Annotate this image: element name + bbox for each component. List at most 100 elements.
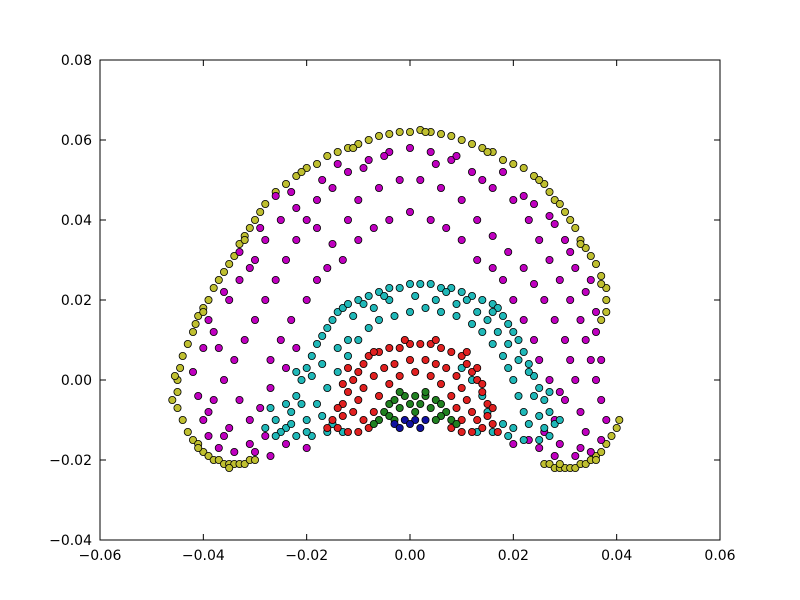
scatter-point [302, 363, 311, 372]
scatter-point [488, 403, 497, 412]
scatter-point [488, 183, 497, 192]
scatter-point [261, 295, 270, 304]
scatter-point [385, 399, 394, 408]
scatter-point [323, 383, 332, 392]
scatter-point [287, 315, 296, 324]
y-tick-label: 0.08 [61, 53, 92, 69]
x-tick-label: −0.06 [79, 548, 122, 564]
scatter-point [256, 207, 265, 216]
scatter-point [607, 431, 616, 440]
scatter-point [204, 431, 213, 440]
scatter-point [535, 435, 544, 444]
scatter-point [602, 307, 611, 316]
scatter-point [457, 383, 466, 392]
scatter-point [555, 275, 564, 284]
scatter-point [473, 363, 482, 372]
scatter-point [566, 355, 575, 364]
scatter-point [271, 431, 280, 440]
scatter-point [188, 367, 197, 376]
scatter-point [571, 451, 580, 460]
scatter-point [452, 371, 461, 380]
scatter-point [225, 463, 234, 472]
scatter-point [597, 271, 606, 280]
scatter-point [302, 215, 311, 224]
scatter-point [390, 395, 399, 404]
scatter-point [297, 375, 306, 384]
scatter-point [194, 391, 203, 400]
scatter-point [550, 451, 559, 460]
y-tick-label: 0.00 [61, 373, 92, 389]
scatter-point [550, 219, 559, 228]
scatter-point [431, 395, 440, 404]
scatter-point [571, 263, 580, 272]
scatter-point [281, 423, 290, 432]
scatter-point [354, 235, 363, 244]
scatter-point [530, 279, 539, 288]
scatter-point [426, 279, 435, 288]
scatter-point [374, 315, 383, 324]
scatter-point [343, 427, 352, 436]
scatter-point [266, 403, 275, 412]
scatter-point [545, 375, 554, 384]
scatter-point [498, 351, 507, 360]
scatter-point [462, 347, 471, 356]
scatter-point [478, 423, 487, 432]
scatter-point [488, 263, 497, 272]
scatter-point [343, 387, 352, 396]
scatter-point [426, 147, 435, 156]
scatter-point [566, 215, 575, 224]
x-tick-label: 0.00 [394, 548, 425, 564]
scatter-point [457, 415, 466, 424]
scatter-point [250, 255, 259, 264]
scatter-point [364, 155, 373, 164]
scatter-point [524, 419, 533, 428]
scatter-point [467, 319, 476, 328]
scatter-point [209, 327, 218, 336]
scatter-point [509, 295, 518, 304]
scatter-point [173, 387, 182, 396]
scatter-point [452, 419, 461, 428]
scatter-point [328, 415, 337, 424]
scatter-point [535, 235, 544, 244]
scatter-point [292, 343, 301, 352]
scatter-point [292, 391, 301, 400]
scatter-point [390, 359, 399, 368]
scatter-point [204, 315, 213, 324]
scatter-point [488, 339, 497, 348]
scatter-point [204, 407, 213, 416]
scatter-point [364, 135, 373, 144]
scatter-point [545, 431, 554, 440]
scatter-point [354, 335, 363, 344]
scatter-point [302, 415, 311, 424]
scatter-point [318, 175, 327, 184]
scatter-point [214, 275, 223, 284]
scatter-point [530, 371, 539, 380]
scatter-point [297, 167, 306, 176]
scatter-point [271, 191, 280, 200]
scatter-point [349, 407, 358, 416]
scatter-point [333, 159, 342, 168]
scatter-point [545, 459, 554, 468]
scatter-point [405, 399, 414, 408]
scatter-point [421, 127, 430, 136]
scatter-point [576, 239, 585, 248]
scatter-point [349, 143, 358, 152]
scatter-point [602, 295, 611, 304]
scatter-point [323, 423, 332, 432]
scatter-point [493, 327, 502, 336]
scatter-point [385, 343, 394, 352]
scatter-point [473, 307, 482, 316]
scatter-point [225, 295, 234, 304]
scatter-point [183, 339, 192, 348]
scatter-point [431, 295, 440, 304]
scatter-point [586, 251, 595, 260]
scatter-point [561, 395, 570, 404]
y-tick-label: −0.02 [49, 453, 92, 469]
scatter-point [519, 435, 528, 444]
scatter-point [266, 451, 275, 460]
scatter-point [467, 407, 476, 416]
scatter-point [581, 335, 590, 344]
scatter-point [581, 427, 590, 436]
scatter-point [447, 391, 456, 400]
scatter-point [333, 403, 342, 412]
